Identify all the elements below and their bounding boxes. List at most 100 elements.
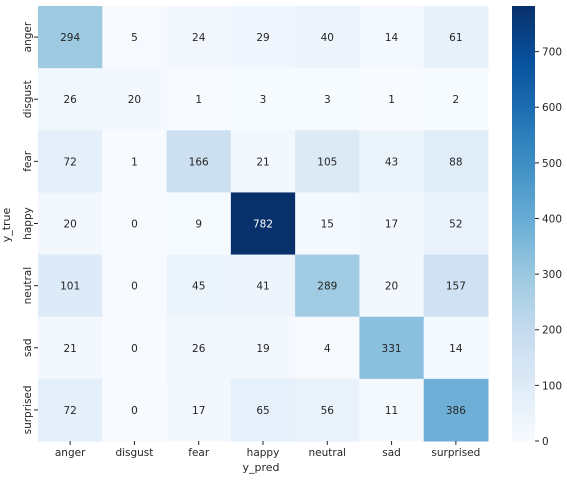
heatmap-cell — [423, 130, 489, 193]
cell-value-label: 14 — [449, 343, 463, 355]
colorbar-tick-label: 300 — [542, 269, 562, 281]
cell-value-label: 14 — [385, 32, 399, 44]
heatmap-cell — [423, 316, 489, 380]
heatmap-cell — [166, 130, 232, 193]
heatmap-cell — [359, 378, 425, 442]
cell-value-label: 15 — [321, 219, 334, 231]
y-tick-label: sad — [22, 338, 34, 357]
x-axis-ticks: anger disgust fear happy neutral sad surprised — [55, 441, 480, 459]
cell-value-label: 1 — [388, 94, 395, 106]
heatmap-cell — [359, 68, 425, 131]
cell-value-label: 26 — [63, 94, 77, 106]
cell-value-label: 52 — [449, 219, 462, 231]
x-tick-label: fear — [188, 447, 210, 459]
cell-value-label: 21 — [63, 343, 76, 355]
y-axis-label: y_true — [0, 207, 13, 242]
cell-value-label: 43 — [385, 156, 398, 168]
cell-value-label: 11 — [385, 405, 398, 417]
heatmap-cell — [166, 6, 232, 69]
heatmap-cell — [38, 316, 103, 380]
cell-value-label: 331 — [382, 343, 402, 355]
cell-value-label: 166 — [189, 156, 209, 168]
heatmap-cell — [295, 316, 360, 380]
cell-value-label: 17 — [192, 405, 205, 417]
cell-value-label: 2 — [453, 94, 460, 106]
heatmap-cell — [38, 378, 103, 442]
heatmap-cell — [38, 130, 103, 193]
heatmap-cell — [102, 68, 168, 131]
heatmap-cell — [102, 130, 168, 193]
x-tick-label: anger — [55, 447, 86, 459]
heatmap-cell — [295, 254, 360, 318]
colorbar: 0 100 200 300 400 500 600 700 — [512, 6, 562, 448]
y-axis-ticks: anger disgust fear happy neutral sad surprised — [22, 21, 38, 434]
cell-value-label: 3 — [324, 94, 331, 106]
cell-value-label: 88 — [449, 156, 462, 168]
heatmap-cell — [423, 6, 489, 69]
heatmap-cell — [359, 192, 425, 256]
heatmap-cell — [166, 378, 232, 442]
cell-value-label: 9 — [195, 219, 202, 231]
heatmap-cell — [230, 378, 296, 442]
colorbar-tick-label: 600 — [542, 102, 562, 114]
heatmap-cell — [295, 6, 360, 69]
cell-value-label: 20 — [128, 94, 141, 106]
colorbar-tick-label: 100 — [542, 380, 562, 392]
heatmap-cell — [102, 316, 168, 380]
heatmap-cell — [230, 254, 296, 318]
y-tick-label: neutral — [22, 267, 34, 305]
cell-value-label: 0 — [131, 405, 138, 417]
heatmap-cell — [102, 378, 168, 442]
x-tick-label: neutral — [309, 447, 347, 459]
x-tick-label: disgust — [115, 447, 153, 459]
heatmap-cell — [102, 6, 168, 69]
cell-value-label: 41 — [256, 281, 269, 293]
y-tick-label: anger — [22, 21, 34, 52]
y-tick-label: disgust — [22, 80, 34, 118]
colorbar-tick-label: 500 — [542, 158, 562, 170]
heatmap-cell — [230, 68, 296, 131]
heatmap-cell — [423, 254, 489, 318]
cell-value-label: 29 — [256, 32, 269, 44]
heatmap-cell — [230, 130, 296, 193]
y-tick-label: fear — [22, 150, 34, 172]
x-tick-label: surprised — [431, 447, 480, 459]
heatmap-cell — [38, 6, 103, 69]
heatmap-cell — [166, 254, 232, 318]
heatmap-cell — [38, 254, 103, 318]
cell-value-label: 20 — [385, 281, 398, 293]
cell-value-label: 72 — [63, 405, 76, 417]
colorbar-gradient — [512, 6, 535, 441]
heatmap-cell — [295, 130, 360, 193]
heatmap-cell — [295, 192, 360, 256]
heatmap-cell — [295, 378, 360, 442]
heatmap-cell — [423, 68, 489, 131]
cell-value-label: 0 — [131, 343, 138, 355]
heatmap-cell — [359, 6, 425, 69]
cell-value-label: 26 — [192, 343, 206, 355]
cell-value-label: 24 — [192, 32, 206, 44]
cell-value-label: 45 — [192, 281, 205, 293]
y-tick-label: happy — [22, 207, 34, 240]
cell-value-label: 5 — [131, 32, 138, 44]
cell-value-label: 72 — [63, 156, 76, 168]
cell-value-label: 294 — [60, 32, 80, 44]
heatmap-cell — [230, 316, 296, 380]
cell-value-label: 21 — [256, 156, 269, 168]
cell-value-label: 56 — [321, 405, 335, 417]
cell-value-label: 105 — [317, 156, 337, 168]
cell-value-label: 4 — [324, 343, 331, 355]
heatmap-cell — [359, 316, 425, 380]
x-tick-label: sad — [382, 447, 401, 459]
x-tick-label: happy — [247, 447, 280, 459]
cell-value-label: 289 — [317, 281, 337, 293]
heatmap-cell — [295, 68, 360, 131]
cell-value-label: 19 — [256, 343, 269, 355]
heatmap-cells — [38, 6, 489, 442]
heatmap-cell — [423, 192, 489, 256]
heatmap-cell — [166, 68, 232, 131]
cell-value-label: 101 — [60, 281, 80, 293]
cell-value-label: 61 — [449, 32, 462, 44]
